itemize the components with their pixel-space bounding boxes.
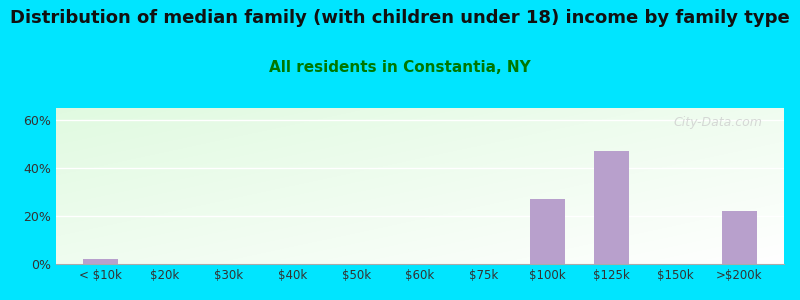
Bar [722, 211, 757, 264]
Text: City-Data.com: City-Data.com [674, 116, 762, 129]
Text: Distribution of median family (with children under 18) income by family type: Distribution of median family (with chil… [10, 9, 790, 27]
Text: All residents in Constantia, NY: All residents in Constantia, NY [269, 60, 531, 75]
Bar [530, 199, 566, 264]
Bar [83, 259, 118, 264]
Bar [594, 151, 629, 264]
